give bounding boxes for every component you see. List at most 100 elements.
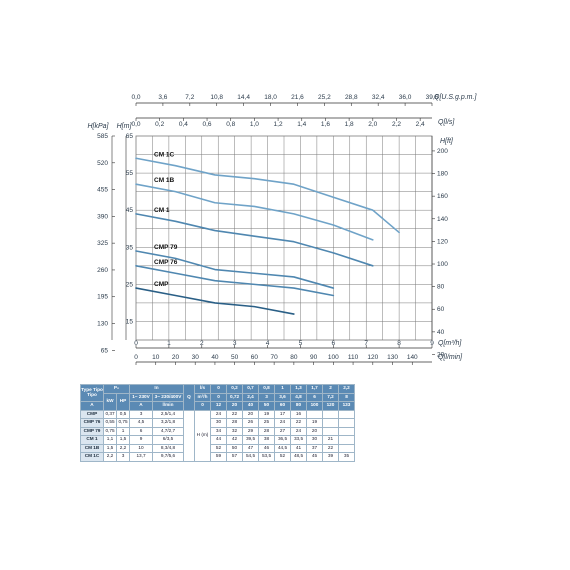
- volt-1ph-header: 1~ 230V: [129, 392, 153, 402]
- tick-label-kpa: 390: [97, 213, 108, 220]
- tick-label-hm: 15: [126, 318, 134, 325]
- tick-label-ls: 1,8: [345, 121, 354, 128]
- hp-cell: 3: [116, 452, 130, 462]
- amp-3ph-header: A: [129, 401, 153, 411]
- row-ls-cell: 0,7: [242, 384, 259, 394]
- tick-label-usgpm: 28,8: [345, 94, 358, 101]
- q-header: Q: [183, 384, 195, 411]
- curve-cm-1c: [135, 157, 400, 234]
- axis-title-lmin: Q[l/min]: [438, 354, 463, 361]
- tick-label-ft: 60: [437, 306, 445, 313]
- row-m3h-cell: 6: [306, 392, 323, 402]
- head-value-cell: 22: [322, 443, 339, 453]
- hp-cell: 1,5: [116, 435, 130, 445]
- tick-label-ls: 1,0: [250, 121, 259, 128]
- row-lmin-cell: 133: [338, 401, 355, 411]
- row-ls-cell: 0,2: [226, 384, 243, 394]
- tick-label-ft: 160: [437, 193, 448, 200]
- head-value-cell: [338, 409, 355, 419]
- tick-label-lmin: 30: [192, 354, 200, 361]
- pump-performance-chart: 0,0 3,6 7,2 10,8 14,4 18,0 21,6 25,2 28,8 32,4 36,…: [87, 94, 477, 365]
- kw-cell: 1,5: [103, 443, 117, 453]
- amp-1ph-header: A: [80, 401, 104, 411]
- head-value-cell: 24: [210, 409, 227, 419]
- kw-cell: 1,1: [103, 435, 117, 445]
- head-value-cell: 39: [322, 452, 339, 462]
- type-header: Type Tipo Tipo: [80, 384, 104, 402]
- amp-1ph-cell: 10: [129, 443, 153, 453]
- head-value-cell: [338, 418, 355, 428]
- head-value-cell: 24: [274, 418, 291, 428]
- row-m3h-cell: 3,6: [274, 392, 291, 402]
- curve-label-cmp-76: CMP 76: [154, 259, 178, 266]
- row-ls-cell: 0,8: [258, 384, 275, 394]
- row-m3h-cell: 0: [210, 392, 227, 402]
- kw-header: kW: [103, 392, 117, 411]
- tick-label-m3h: 4: [266, 340, 270, 347]
- tick-label-ft: 140: [437, 216, 448, 223]
- tick-label-kpa: 325: [97, 240, 108, 247]
- tick-label-kpa: 130: [97, 321, 108, 328]
- head-value-cell: [338, 435, 355, 445]
- tick-label-kpa: 195: [97, 294, 108, 301]
- tick-label-lmin: 90: [310, 354, 318, 361]
- type-cell: CMP: [80, 409, 104, 419]
- row-m3h-cell: 4,8: [290, 392, 307, 402]
- amp-1ph-cell: 6: [129, 426, 153, 436]
- tick-label-lmin: 110: [348, 354, 359, 361]
- tick-label-usgpm: 3,6: [158, 94, 167, 101]
- curve-label-cm-1c: CM 1C: [154, 151, 175, 158]
- tick-label-lmin: 50: [231, 354, 239, 361]
- head-value-cell: 17: [274, 409, 291, 419]
- hp-cell: 0,75: [116, 418, 130, 428]
- volt-3ph-header: 3~ 230/400V: [152, 392, 184, 402]
- head-unit-cell: H (m): [194, 409, 211, 462]
- tick-label-lmin: 140: [407, 354, 418, 361]
- tick-label-usgpm: 10,8: [210, 94, 223, 101]
- amp-3ph-cell: 9,7/5,6: [152, 452, 184, 462]
- head-value-cell: 32: [226, 426, 243, 436]
- tick-label-m3h: 3: [233, 340, 237, 347]
- kw-cell: 0,55: [103, 418, 117, 428]
- tick-label-ft: 100: [437, 261, 448, 268]
- tick-label-usgpm: 21,6: [291, 94, 304, 101]
- head-value-cell: 26: [242, 418, 259, 428]
- table-row: CM 1C 2,2 3 13,7 9,7/5,6 59 57 54,5 53,5 52 48,5 45…: [80, 452, 355, 462]
- tick-label-m3h: 0: [134, 340, 138, 347]
- head-value-cell: [338, 443, 355, 453]
- row-ls-cell: 1,3: [290, 384, 307, 394]
- type-cell: CM 1B: [80, 443, 104, 453]
- amp-3ph-cell: 8,3/4,8: [152, 443, 184, 453]
- row-ls-cell: 2,2: [338, 384, 355, 394]
- curve-cmp-79: [135, 250, 335, 289]
- head-value-cell: 52: [210, 443, 227, 453]
- tick-label-m3h: 1: [167, 340, 171, 347]
- tick-label-ft: 120: [437, 238, 448, 245]
- unit-m3h: m³/h: [194, 392, 211, 402]
- tick-label-lmin: 40: [211, 354, 219, 361]
- tick-label-lmin: 60: [251, 354, 259, 361]
- kw-cell: 0,37: [103, 409, 117, 419]
- table-row: CMP 0,37 0,5 3 2,5/1,4 H (m) 24 22 20 19 17 16: [80, 409, 355, 462]
- head-value-cell: 16: [290, 409, 307, 419]
- head-value-cell: 42: [226, 435, 243, 445]
- tick-label-ls: 1,4: [297, 121, 306, 128]
- kw-cell: 0,75: [103, 426, 117, 436]
- tick-label-ls: 0,6: [203, 121, 212, 128]
- tick-label-hm: 55: [126, 170, 134, 177]
- table-row: CMP 76 0,55 0,75 4,5 3,2/1,8 30 28 26 25 24 22 19: [80, 418, 355, 428]
- tick-label-hm: 45: [126, 207, 134, 214]
- row-lmin-cell: 0: [194, 401, 211, 411]
- table-row: CM 1 1,1 1,5 9 6/3,5 44 42 39,5 38 36,5 33,5 30 21: [80, 435, 355, 445]
- head-value-cell: 22: [290, 418, 307, 428]
- axis-title-kpa: H[kPa]: [87, 123, 109, 130]
- amp-1ph-cell: 3: [129, 409, 153, 419]
- hp-cell: 1: [116, 426, 130, 436]
- tick-label-ft: 200: [437, 148, 448, 155]
- axis-title-m3h: Q[m³/h]: [438, 340, 462, 347]
- unit-ls: l/s: [194, 384, 211, 394]
- tick-label-ft: 20: [437, 351, 445, 358]
- amp-1ph-cell: 13,7: [129, 452, 153, 462]
- amp-3ph-cell: 3,2/1,8: [152, 418, 184, 428]
- head-value-cell: 36,5: [274, 435, 291, 445]
